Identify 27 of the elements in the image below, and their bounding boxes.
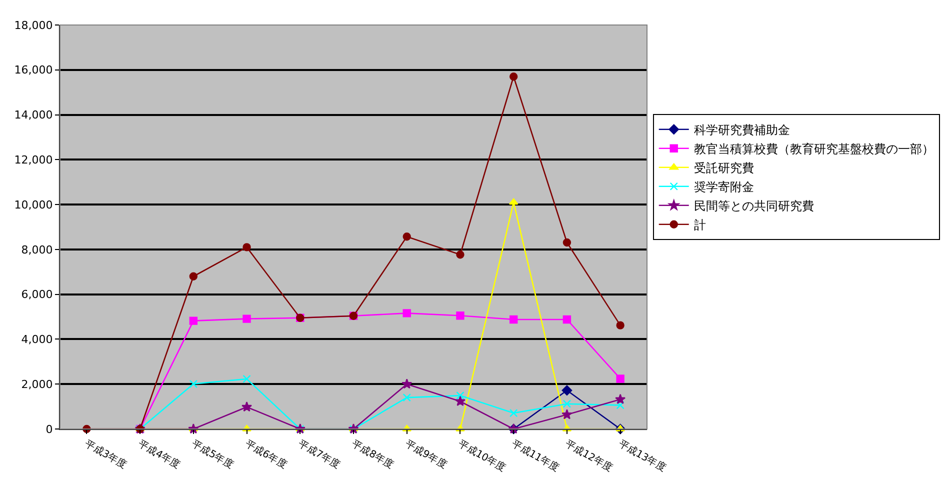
y-tick-label: 14,000 — [14, 108, 53, 122]
legend-label: 奨学寄附金 — [694, 180, 754, 194]
legend-label: 民間等との共同研究費 — [694, 199, 814, 214]
x-tick-label: 平成9年度 — [402, 438, 450, 472]
legend-label: 受託研究費 — [694, 161, 754, 176]
y-tick-label: 4,000 — [21, 333, 53, 346]
y-tick-label: 12,000 — [14, 154, 53, 167]
x-tick-label: 平成12年度 — [562, 438, 615, 474]
y-tick-label: 10,000 — [14, 198, 53, 212]
x-tick-label: 平成3年度 — [82, 438, 129, 472]
x-tick-label: 平成6年度 — [242, 438, 289, 472]
y-tick-label: 16,000 — [14, 64, 53, 77]
x-tick-label: 平成13年度 — [616, 438, 668, 474]
x-tick-label: 平成7年度 — [296, 438, 342, 472]
x-tick-label: 平成11年度 — [510, 438, 562, 474]
y-tick-label: 2,000 — [21, 378, 53, 391]
x-tick-label: 平成8年度 — [350, 438, 396, 472]
y-tick-label: 8,000 — [21, 243, 53, 256]
legend-label: 科学研究費補助金 — [694, 123, 790, 138]
x-tick-label: 平成10年度 — [456, 438, 508, 474]
y-tick-label: 0 — [46, 422, 53, 436]
x-tick-label: 平成4年度 — [136, 438, 182, 472]
y-tick-label: 18,000 — [14, 18, 53, 32]
x-tick-label: 平成5年度 — [189, 438, 236, 472]
legend-label: 教官当積算校費（教育研究基盤校費の一部） — [694, 142, 934, 156]
legend-label: 計 — [694, 218, 706, 232]
y-tick-label: 6,000 — [21, 288, 53, 302]
